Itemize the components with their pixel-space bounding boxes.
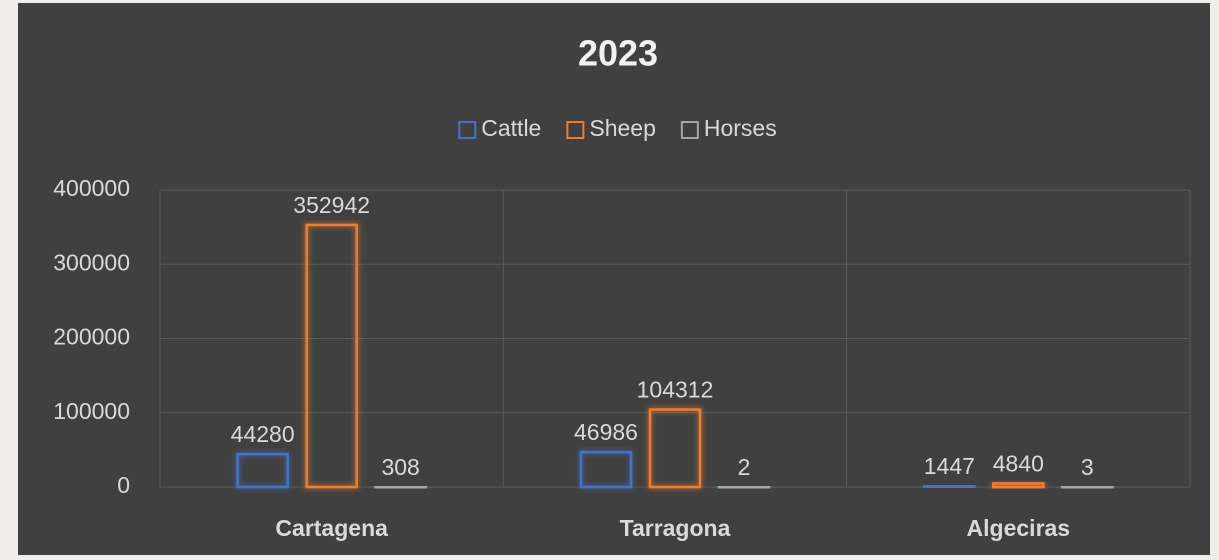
legend-marker — [458, 121, 477, 139]
data-label: 104312 — [637, 377, 714, 403]
y-tick-label: 200000 — [53, 324, 130, 350]
y-tick-label: 100000 — [53, 398, 130, 424]
y-tick-label: 300000 — [53, 249, 130, 275]
data-label: 352942 — [293, 192, 370, 218]
bar — [1061, 485, 1114, 490]
bar — [717, 485, 771, 490]
bar — [579, 450, 633, 489]
data-label: 46986 — [574, 419, 638, 445]
x-tick-label: Tarragona — [620, 515, 731, 541]
bar — [648, 408, 702, 489]
data-label: 308 — [381, 454, 419, 480]
chart-background — [18, 3, 1210, 555]
y-tick-label: 0 — [117, 472, 130, 498]
legend-marker — [566, 121, 585, 139]
legend-label: Sheep — [589, 115, 656, 141]
legend: Cattle Sheep Horses — [458, 115, 777, 141]
bar — [992, 482, 1045, 489]
x-tick-label: Algeciras — [967, 515, 1071, 541]
y-tick-label: 400000 — [53, 175, 130, 201]
legend-label: Horses — [704, 115, 777, 141]
chart-title: 2023 — [578, 33, 658, 74]
bar — [236, 452, 289, 489]
data-label: 3 — [1081, 454, 1094, 480]
bar — [923, 484, 976, 489]
bar — [305, 223, 358, 489]
bar — [374, 485, 427, 490]
data-label: 1447 — [924, 453, 975, 479]
data-label: 2 — [738, 454, 751, 480]
legend-label: Cattle — [481, 115, 541, 141]
data-label: 4840 — [993, 450, 1044, 476]
x-tick-label: Cartagena — [275, 515, 388, 541]
data-label: 44280 — [231, 421, 295, 447]
legend-marker — [680, 121, 699, 139]
